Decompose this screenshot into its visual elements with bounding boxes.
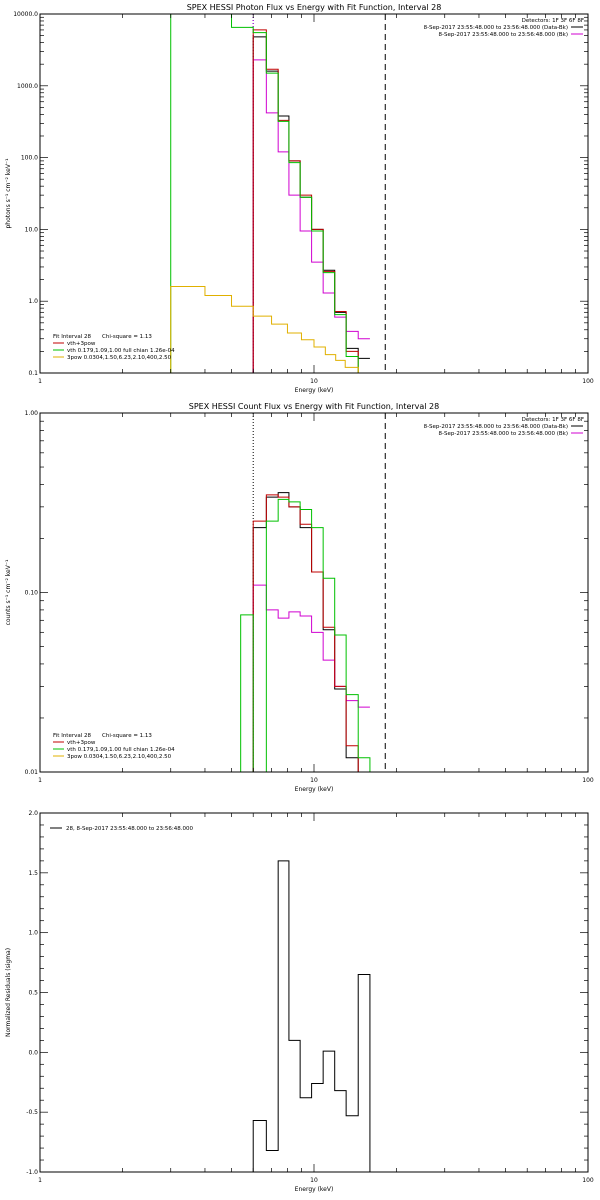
legend-entry: vth 0.179,1.09,1.00 full chian 1.26e-04 xyxy=(67,348,175,354)
detectors-label: Detectors: 1F 3F 6F 8F xyxy=(522,417,584,423)
legend-entry: 3pow 0.0304,1.50,6.23,2.10,400,2.50 xyxy=(67,754,172,760)
x-tick-label: 1 xyxy=(38,1177,42,1184)
chart-title: SPEX HESSI Count Flux vs Energy with Fit… xyxy=(189,402,440,411)
legend-entry: vth+3pow xyxy=(67,740,96,746)
y-tick-label: 10000.0 xyxy=(13,11,38,18)
plot-frame xyxy=(39,13,589,374)
plot-area xyxy=(170,14,386,373)
y-axis: 0.1 1.0 10.0 100.0 1000.0 10000.0 photons s⁻¹ … xyxy=(5,11,588,377)
fit-legend: Fit Interval 28 Chi-square = 1.13 vth+3pow… xyxy=(53,733,175,760)
fit-interval-label: Fit Interval 28 xyxy=(53,334,92,340)
x-axis-label: Energy (keV) xyxy=(295,786,334,793)
y-tick-label: 0.01 xyxy=(25,769,39,776)
x-tick-label: 10 xyxy=(310,1177,318,1184)
photon-flux-panel: SPEX HESSI Photon Flux vs Energy with Fi… xyxy=(5,3,594,394)
legend-entry: vth+3pow xyxy=(67,341,96,347)
x-axis-label: Energy (keV) xyxy=(295,1186,334,1193)
y-tick-label: 0.10 xyxy=(25,590,39,597)
y-tick-label: 0.5 xyxy=(28,990,38,997)
y-tick-label: 10.0 xyxy=(25,226,39,233)
legend-entry: 8-Sep-2017 23:55:48.000 to 23:56:48.000 … xyxy=(439,32,569,38)
x-tick-label: 1 xyxy=(38,777,42,784)
plot-frame xyxy=(39,412,589,773)
x-tick-label: 100 xyxy=(582,378,594,385)
x-axis-label: Energy (keV) xyxy=(295,387,334,394)
y-tick-label: 1.0 xyxy=(28,298,38,305)
fit-legend: Fit Interval 28 Chi-square = 1.13 vth+3pow… xyxy=(53,334,175,361)
x-tick-label: 10 xyxy=(310,378,318,385)
y-tick-label: 1.5 xyxy=(28,870,38,877)
residuals-panel: 1 10 100 Energy (keV) -1.0 -0.5 0.0 0.5 1.0 1.5 2.… xyxy=(5,810,594,1193)
plot-frame xyxy=(39,812,589,1173)
count-flux-panel: SPEX HESSI Count Flux vs Energy with Fit… xyxy=(5,402,594,793)
x-axis: 1 10 100 Energy (keV) xyxy=(38,813,594,1193)
y-axis: -1.0 -0.5 0.0 0.5 1.0 1.5 2.0 Normalized Residu… xyxy=(5,810,588,1176)
chi-square-label: Chi-square = 1.13 xyxy=(102,733,152,739)
y-tick-label: -1.0 xyxy=(26,1169,38,1176)
legend-entry: 8-Sep-2017 23:55:48.000 to 23:56:48.000 … xyxy=(424,25,568,31)
x-axis: 1 10 100 Energy (keV) xyxy=(38,14,594,394)
y-axis-label: counts s⁻¹ cm⁻² keV⁻¹ xyxy=(5,559,12,625)
y-tick-label: 100.0 xyxy=(21,155,38,162)
legend-entry: 28, 8-Sep-2017 23:55:48.000 to 23:56:48.… xyxy=(66,826,193,832)
x-tick-label: 10 xyxy=(310,777,318,784)
data-legend: Detectors: 1F 3F 6F 8F8-Sep-2017 23:55:4… xyxy=(424,18,584,38)
y-tick-label: 1000.0 xyxy=(17,83,38,90)
fit-interval-label: Fit Interval 28 xyxy=(53,733,92,739)
detectors-label: Detectors: 1F 3F 6F 8F xyxy=(522,18,584,24)
legend-entry: 8-Sep-2017 23:55:48.000 to 23:56:48.000 … xyxy=(424,424,568,430)
y-tick-label: -0.5 xyxy=(26,1109,38,1116)
x-tick-label: 100 xyxy=(582,777,594,784)
y-tick-label: 2.0 xyxy=(28,810,38,817)
y-axis: 0.01 0.10 1.00 counts s⁻¹ cm⁻² keV⁻¹ xyxy=(5,410,588,776)
residuals-legend: 28, 8-Sep-2017 23:55:48.000 to 23:56:48.… xyxy=(50,826,193,832)
chi-square-label: Chi-square = 1.13 xyxy=(102,334,152,340)
legend-entry: vth 0.179,1.09,1.00 full chian 1.26e-04 xyxy=(67,747,175,753)
series-line xyxy=(170,14,359,373)
legend-entry: 8-Sep-2017 23:55:48.000 to 23:56:48.000 … xyxy=(439,431,569,437)
y-axis-label: Normalized Residuals (sigma) xyxy=(5,948,12,1037)
data-legend: Detectors: 1F 3F 6F 8F8-Sep-2017 23:55:4… xyxy=(424,417,584,437)
series-line xyxy=(240,498,371,772)
y-tick-label: 1.00 xyxy=(25,410,39,417)
y-tick-label: 0.0 xyxy=(28,1049,38,1056)
series-line xyxy=(170,286,371,373)
legend-entry: 3pow 0.0304,1.50,6.23,2.10,400,2.50 xyxy=(67,355,172,361)
plot-area xyxy=(252,860,371,1172)
series-line xyxy=(252,860,371,1172)
y-tick-label: 1.0 xyxy=(28,930,38,937)
y-tick-label: 0.1 xyxy=(28,370,38,377)
chart-title: SPEX HESSI Photon Flux vs Energy with Fi… xyxy=(187,3,442,12)
x-tick-label: 100 xyxy=(582,1177,594,1184)
y-axis-label: photons s⁻¹ cm⁻² keV⁻¹ xyxy=(5,158,12,229)
series-line xyxy=(252,494,359,772)
x-tick-label: 1 xyxy=(38,378,42,385)
plot-area xyxy=(240,413,386,772)
